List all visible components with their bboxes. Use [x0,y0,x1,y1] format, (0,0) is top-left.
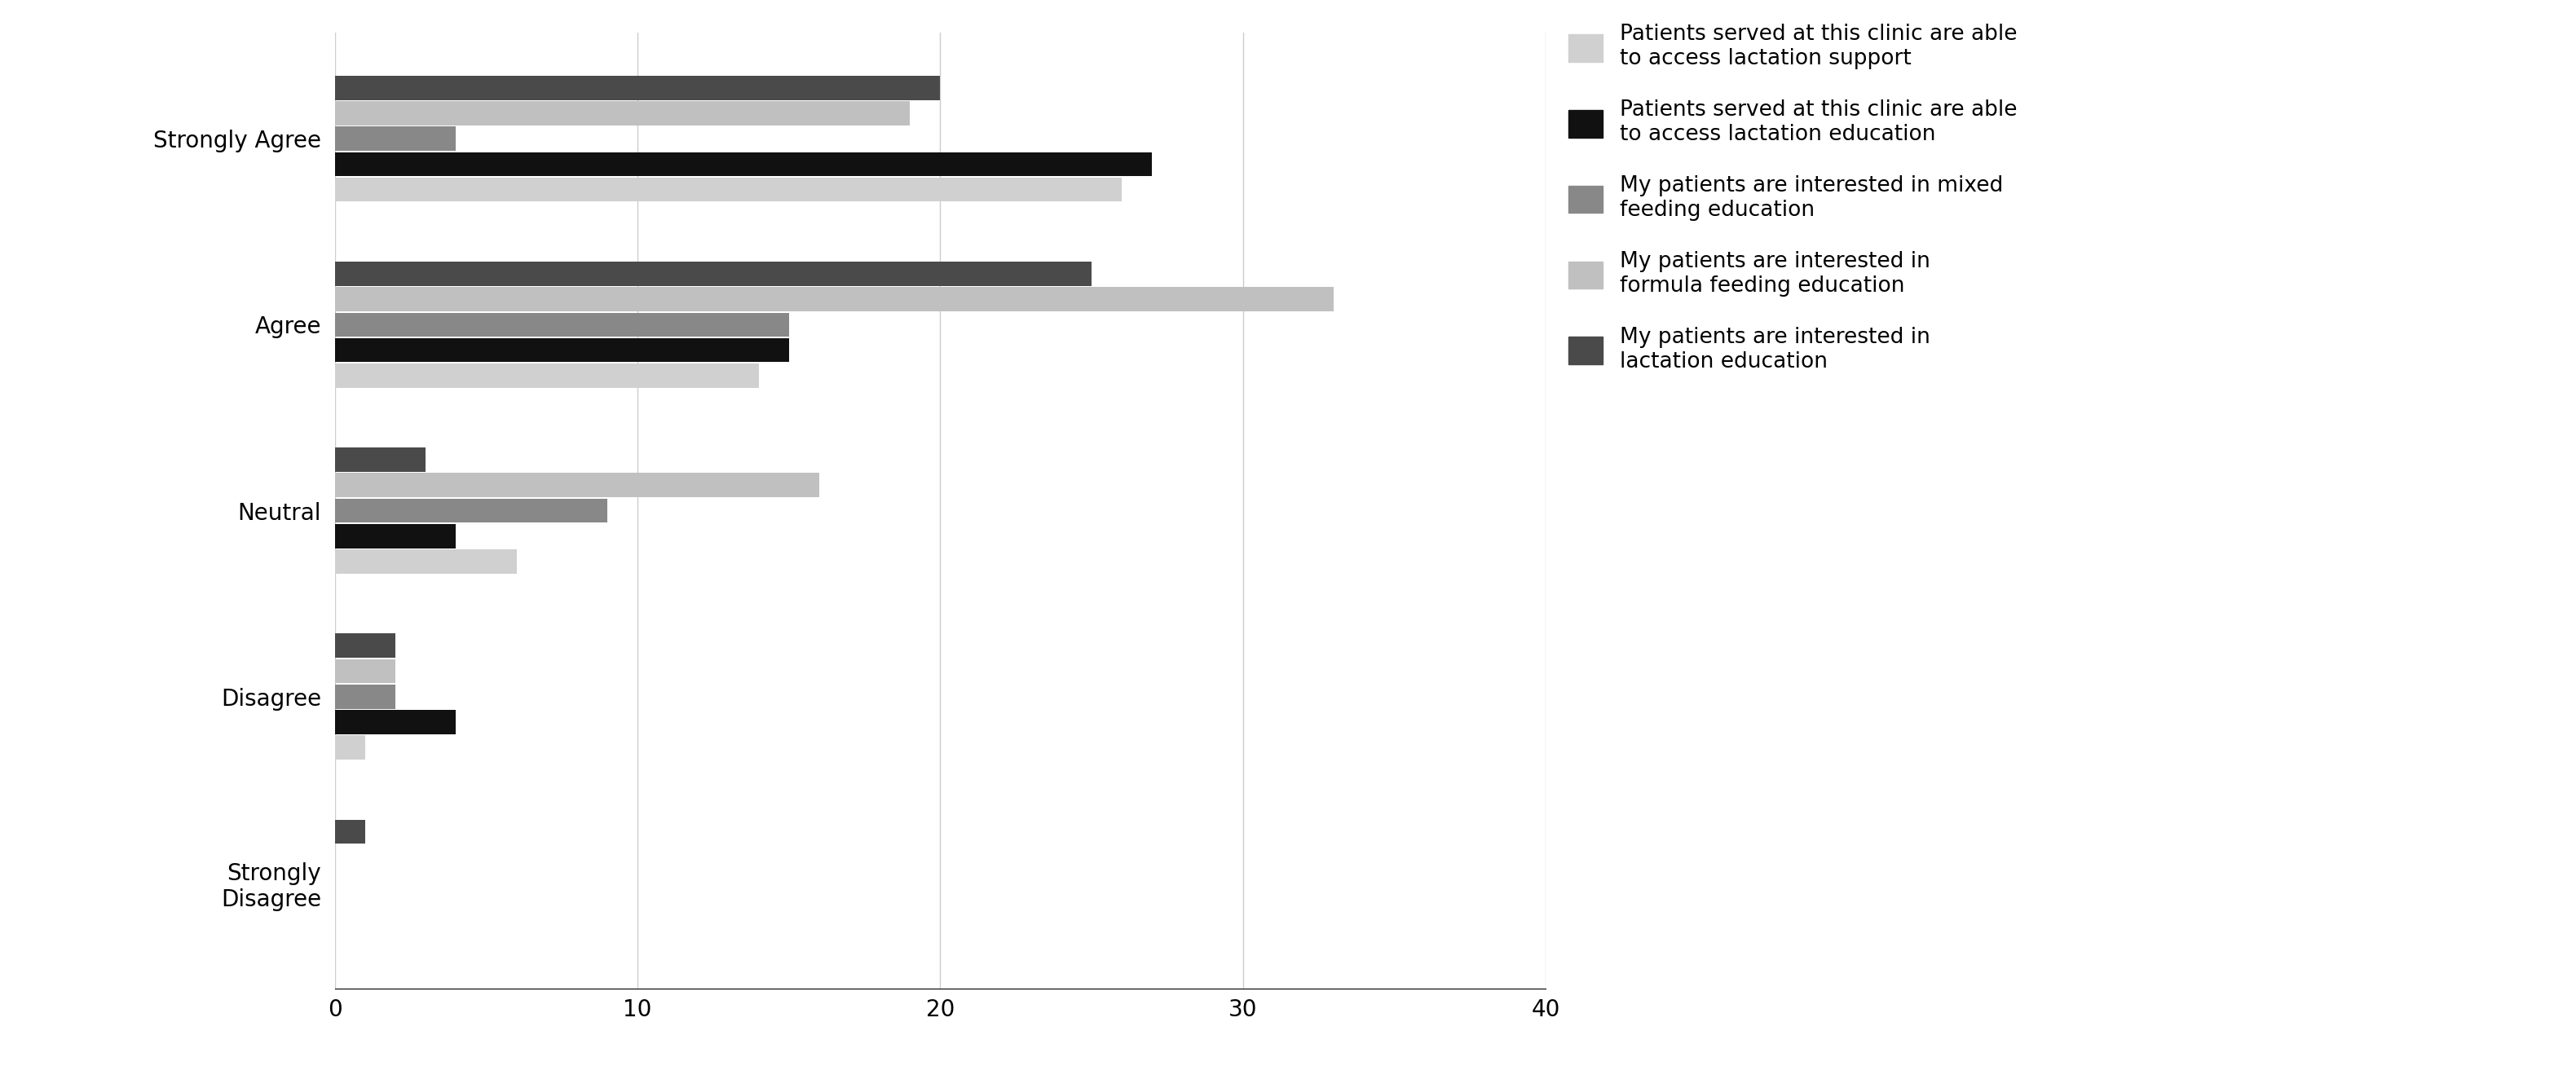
Bar [335,473,819,498]
Bar [335,287,1334,312]
Bar [335,499,608,522]
Bar [335,633,397,658]
Bar [335,363,760,388]
Bar [335,819,366,844]
Bar [335,261,1092,286]
Bar [335,75,940,100]
Bar [335,659,397,684]
Bar [335,152,1151,176]
Bar [335,313,788,336]
Bar [335,549,515,574]
Legend: Patients served at this clinic are able
to access lactation support, Patients se: Patients served at this clinic are able … [1569,24,2017,373]
Bar [335,338,788,362]
Bar [335,710,456,734]
Bar [335,685,397,708]
Bar [335,735,366,760]
Bar [335,127,456,151]
Bar [335,101,909,126]
Bar [335,524,456,548]
Bar [335,177,1123,202]
Bar [335,447,425,472]
